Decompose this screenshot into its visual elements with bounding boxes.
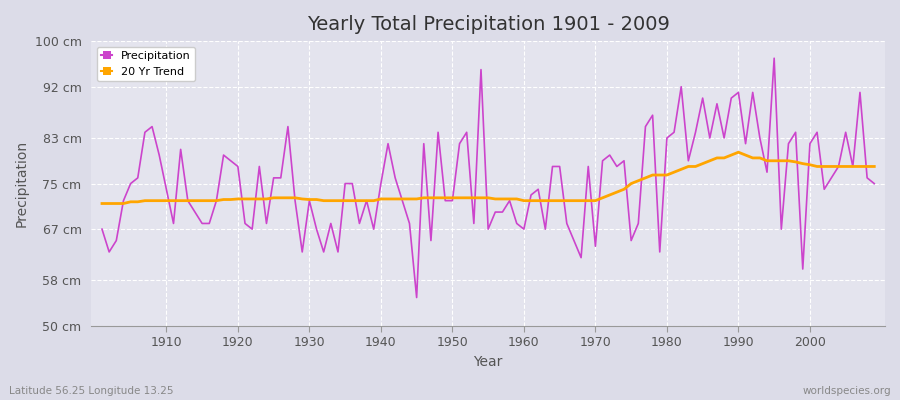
Legend: Precipitation, 20 Yr Trend: Precipitation, 20 Yr Trend xyxy=(97,47,195,81)
Y-axis label: Precipitation: Precipitation xyxy=(15,140,29,227)
Title: Yearly Total Precipitation 1901 - 2009: Yearly Total Precipitation 1901 - 2009 xyxy=(307,15,670,34)
Text: Latitude 56.25 Longitude 13.25: Latitude 56.25 Longitude 13.25 xyxy=(9,386,174,396)
Text: worldspecies.org: worldspecies.org xyxy=(803,386,891,396)
X-axis label: Year: Year xyxy=(473,355,503,369)
